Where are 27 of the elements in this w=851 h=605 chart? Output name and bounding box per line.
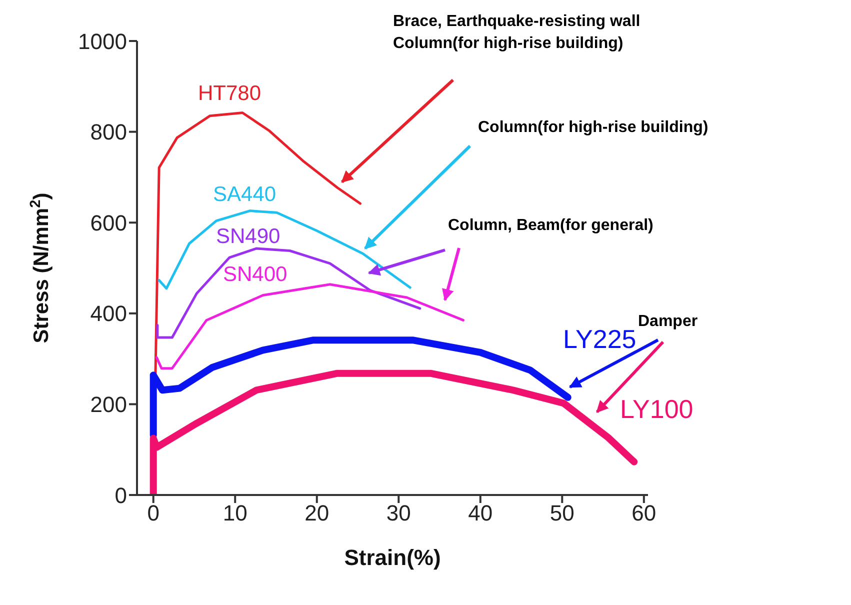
series-label: LY225 [563,324,636,354]
annotation: Column, Beam(for general) [448,217,654,234]
x-tick-label: 40 [468,500,493,526]
y-tick-label: 400 [90,301,127,326]
x-tick-label: 20 [304,500,330,526]
y-tick-label: 800 [90,120,127,145]
series-label: SN490 [216,225,280,248]
x-axis-title: Strain(%) [344,545,441,570]
y-tick-label: 200 [90,392,127,418]
y-tick-label: 0 [114,482,127,508]
series-label: SA440 [213,183,276,206]
x-tick-label: 0 [147,500,160,526]
line-series [155,283,464,370]
y-tick-label: 1000 [78,28,127,54]
x-tick-label: 10 [222,500,248,526]
series-label: SN400 [223,263,288,286]
annotation: Damper [638,313,698,330]
line-series [156,247,422,339]
y-tick-label: 600 [90,210,127,236]
annotation: Brace, Earthquake-resisting wall Column(for high-rise building) [393,13,640,52]
x-tick-label: 50 [550,500,574,526]
x-tick-label: 30 [386,500,411,526]
series-label: LY100 [620,394,694,424]
line-series [158,210,412,290]
series-label: HT780 [198,82,262,105]
annotation: Column(for high-rise building) [478,119,708,136]
x-tick-label: 60 [632,500,656,526]
